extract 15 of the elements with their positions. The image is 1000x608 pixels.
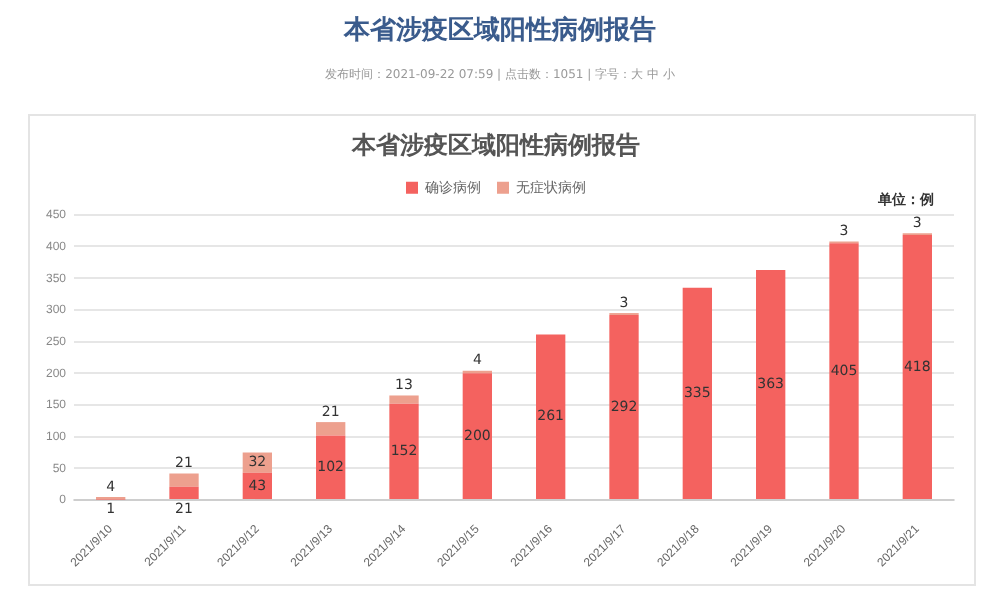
chart-title: 本省涉疫区域阳性病例报告 — [350, 130, 640, 159]
bar — [462, 373, 493, 500]
bar — [756, 269, 786, 500]
bar — [609, 314, 639, 500]
bar — [316, 422, 346, 436]
bar — [389, 403, 419, 500]
bar — [169, 486, 199, 500]
bar — [902, 235, 932, 500]
bar — [536, 334, 566, 500]
bar — [389, 395, 419, 404]
bar — [316, 435, 346, 500]
bar — [829, 243, 859, 500]
bar — [682, 287, 713, 500]
bar — [169, 473, 199, 487]
text: 本省涉疫区域阳性病例报告 — [341, 13, 658, 48]
